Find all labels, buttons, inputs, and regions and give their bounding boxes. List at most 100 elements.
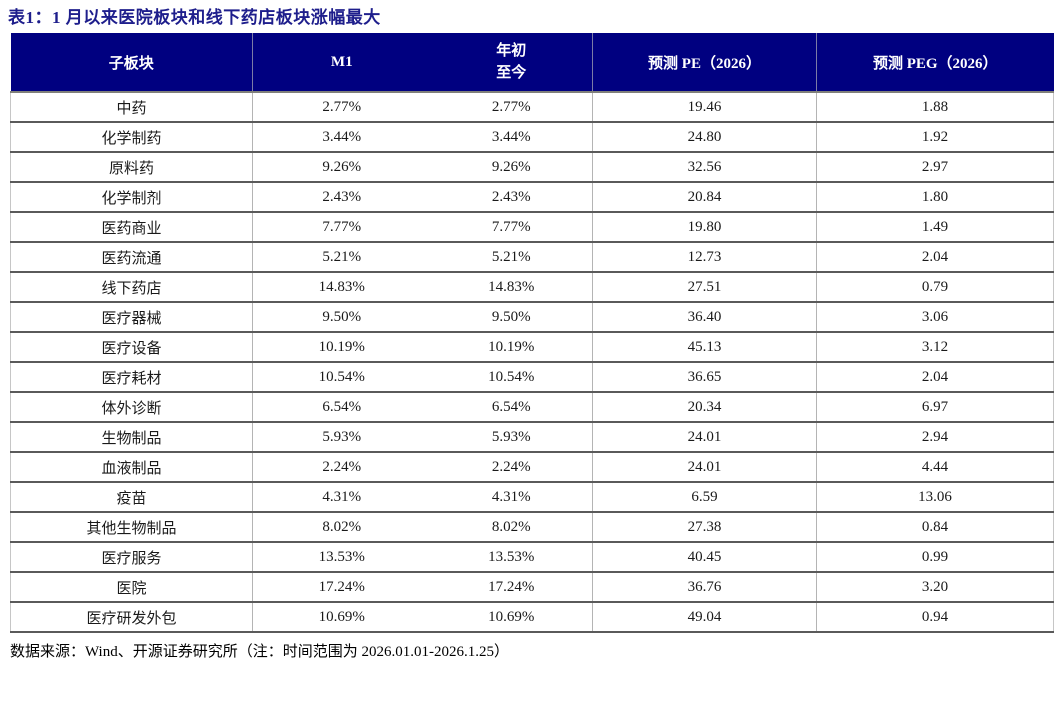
cell-peg: 1.49 bbox=[816, 212, 1054, 243]
header-peg: 预测 PEG（2026） bbox=[816, 33, 1054, 93]
cell-peg: 0.94 bbox=[816, 602, 1054, 633]
cell-peg: 6.97 bbox=[816, 392, 1054, 423]
table-row: 化学制药 3.44% 3.44% 24.80 1.92 bbox=[10, 122, 1054, 153]
table-row: 医疗设备 10.19% 10.19% 45.13 3.12 bbox=[10, 332, 1054, 363]
cell-ytd: 4.31% bbox=[430, 482, 593, 513]
cell-subsector: 医疗器械 bbox=[10, 302, 253, 333]
cell-ytd: 13.53% bbox=[430, 542, 593, 573]
cell-m1: 7.77% bbox=[252, 212, 431, 243]
cell-pe: 19.80 bbox=[592, 212, 817, 243]
header-row: 子板块 M1 年初 至今 预测 PE（2026） 预测 PEG（2026） bbox=[10, 33, 1054, 93]
cell-peg: 3.20 bbox=[816, 572, 1054, 603]
cell-m1: 13.53% bbox=[252, 542, 431, 573]
table-body: 中药 2.77% 2.77% 19.46 1.88 化学制药 3.44% 3.4… bbox=[10, 92, 1054, 633]
cell-ytd: 10.54% bbox=[430, 362, 593, 393]
cell-subsector: 医疗服务 bbox=[10, 542, 253, 573]
cell-m1: 9.50% bbox=[252, 302, 431, 333]
cell-peg: 0.99 bbox=[816, 542, 1054, 573]
header-subsector: 子板块 bbox=[10, 33, 253, 93]
cell-subsector: 医院 bbox=[10, 572, 253, 603]
cell-m1: 8.02% bbox=[252, 512, 431, 543]
cell-subsector: 医药商业 bbox=[10, 212, 253, 243]
cell-m1: 2.43% bbox=[252, 182, 431, 213]
cell-ytd: 10.19% bbox=[430, 332, 593, 363]
cell-ytd: 14.83% bbox=[430, 272, 593, 303]
cell-m1: 14.83% bbox=[252, 272, 431, 303]
cell-m1: 5.21% bbox=[252, 242, 431, 273]
cell-pe: 12.73 bbox=[592, 242, 817, 273]
table-row: 医药商业 7.77% 7.77% 19.80 1.49 bbox=[10, 212, 1054, 243]
cell-pe: 36.65 bbox=[592, 362, 817, 393]
cell-pe: 36.40 bbox=[592, 302, 817, 333]
cell-peg: 0.79 bbox=[816, 272, 1054, 303]
cell-ytd: 9.50% bbox=[430, 302, 593, 333]
table-row: 医疗器械 9.50% 9.50% 36.40 3.06 bbox=[10, 302, 1054, 333]
cell-ytd: 8.02% bbox=[430, 512, 593, 543]
cell-pe: 49.04 bbox=[592, 602, 817, 633]
cell-ytd: 6.54% bbox=[430, 392, 593, 423]
cell-subsector: 化学制剂 bbox=[10, 182, 253, 213]
cell-peg: 1.88 bbox=[816, 92, 1054, 123]
cell-pe: 27.51 bbox=[592, 272, 817, 303]
cell-subsector: 中药 bbox=[10, 92, 253, 123]
cell-pe: 24.01 bbox=[592, 422, 817, 453]
cell-ytd: 5.93% bbox=[430, 422, 593, 453]
table-row: 生物制品 5.93% 5.93% 24.01 2.94 bbox=[10, 422, 1054, 453]
table-row: 线下药店 14.83% 14.83% 27.51 0.79 bbox=[10, 272, 1054, 303]
cell-pe: 24.01 bbox=[592, 452, 817, 483]
cell-subsector: 其他生物制品 bbox=[10, 512, 253, 543]
cell-m1: 10.54% bbox=[252, 362, 431, 393]
cell-pe: 20.84 bbox=[592, 182, 817, 213]
cell-peg: 13.06 bbox=[816, 482, 1054, 513]
cell-ytd: 10.69% bbox=[430, 602, 593, 633]
cell-peg: 1.92 bbox=[816, 122, 1054, 153]
cell-ytd: 2.24% bbox=[430, 452, 593, 483]
cell-peg: 2.04 bbox=[816, 362, 1054, 393]
cell-subsector: 原料药 bbox=[10, 152, 253, 183]
cell-pe: 20.34 bbox=[592, 392, 817, 423]
cell-subsector: 医疗耗材 bbox=[10, 362, 253, 393]
cell-peg: 3.12 bbox=[816, 332, 1054, 363]
cell-m1: 10.19% bbox=[252, 332, 431, 363]
cell-peg: 2.04 bbox=[816, 242, 1054, 273]
table-row: 医疗服务 13.53% 13.53% 40.45 0.99 bbox=[10, 542, 1054, 573]
cell-m1: 17.24% bbox=[252, 572, 431, 603]
cell-pe: 24.80 bbox=[592, 122, 817, 153]
cell-subsector: 血液制品 bbox=[10, 452, 253, 483]
cell-subsector: 疫苗 bbox=[10, 482, 253, 513]
table-header: 子板块 M1 年初 至今 预测 PE（2026） 预测 PEG（2026） bbox=[10, 33, 1054, 93]
cell-subsector: 体外诊断 bbox=[10, 392, 253, 423]
cell-ytd: 9.26% bbox=[430, 152, 593, 183]
cell-ytd: 5.21% bbox=[430, 242, 593, 273]
cell-pe: 32.56 bbox=[592, 152, 817, 183]
cell-ytd: 17.24% bbox=[430, 572, 593, 603]
cell-pe: 6.59 bbox=[592, 482, 817, 513]
header-ytd: 年初 至今 bbox=[430, 33, 593, 93]
table-title: 表1：1 月以来医院板块和线下药店板块涨幅最大 bbox=[8, 8, 381, 27]
data-source-note: 数据来源：Wind、开源证券研究所（注：时间范围为 2026.01.01-202… bbox=[10, 644, 509, 660]
cell-pe: 45.13 bbox=[592, 332, 817, 363]
cell-ytd: 3.44% bbox=[430, 122, 593, 153]
cell-m1: 2.77% bbox=[252, 92, 431, 123]
table-row: 医疗研发外包 10.69% 10.69% 49.04 0.94 bbox=[10, 602, 1054, 633]
cell-m1: 6.54% bbox=[252, 392, 431, 423]
cell-peg: 2.94 bbox=[816, 422, 1054, 453]
table-row: 其他生物制品 8.02% 8.02% 27.38 0.84 bbox=[10, 512, 1054, 543]
cell-subsector: 医疗设备 bbox=[10, 332, 253, 363]
table-row: 疫苗 4.31% 4.31% 6.59 13.06 bbox=[10, 482, 1054, 513]
cell-m1: 5.93% bbox=[252, 422, 431, 453]
cell-peg: 1.80 bbox=[816, 182, 1054, 213]
cell-peg: 3.06 bbox=[816, 302, 1054, 333]
table-row: 医院 17.24% 17.24% 36.76 3.20 bbox=[10, 572, 1054, 603]
cell-m1: 4.31% bbox=[252, 482, 431, 513]
cell-m1: 10.69% bbox=[252, 602, 431, 633]
table-row: 医药流通 5.21% 5.21% 12.73 2.04 bbox=[10, 242, 1054, 273]
cell-m1: 3.44% bbox=[252, 122, 431, 153]
cell-pe: 40.45 bbox=[592, 542, 817, 573]
header-ytd-line1: 年初 bbox=[496, 43, 527, 59]
cell-m1: 2.24% bbox=[252, 452, 431, 483]
header-pe: 预测 PE（2026） bbox=[592, 33, 817, 93]
cell-pe: 19.46 bbox=[592, 92, 817, 123]
cell-subsector: 医药流通 bbox=[10, 242, 253, 273]
cell-ytd: 2.77% bbox=[430, 92, 593, 123]
